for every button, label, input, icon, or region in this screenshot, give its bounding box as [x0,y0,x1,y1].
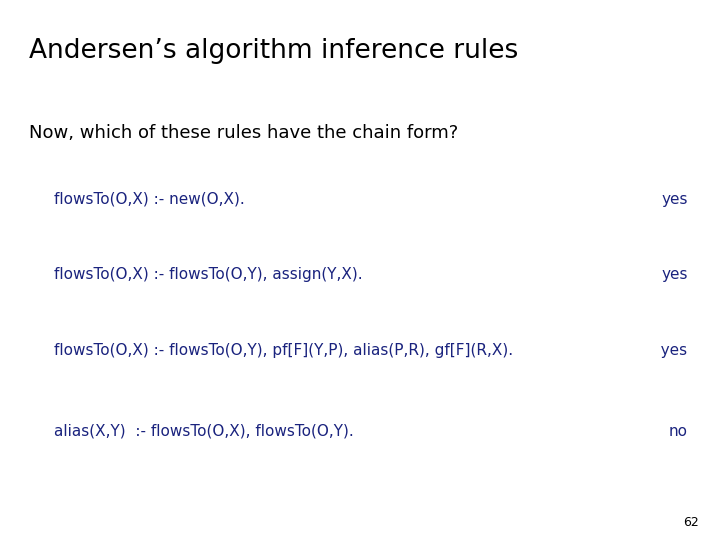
Text: no: no [669,424,688,439]
Text: yes: yes [647,343,688,358]
Text: flowsTo(O,X) :- flowsTo(O,Y), pf[F](Y,P), alias(P,R), gf[F](R,X).: flowsTo(O,X) :- flowsTo(O,Y), pf[F](Y,P)… [54,343,513,358]
Text: Andersen’s algorithm inference rules: Andersen’s algorithm inference rules [29,38,518,64]
Text: yes: yes [661,192,688,207]
Text: yes: yes [661,267,688,282]
Text: Now, which of these rules have the chain form?: Now, which of these rules have the chain… [29,124,458,142]
Text: 62: 62 [683,516,698,529]
Text: alias(X,Y)  :- flowsTo(O,X), flowsTo(O,Y).: alias(X,Y) :- flowsTo(O,X), flowsTo(O,Y)… [54,424,354,439]
Text: flowsTo(O,X) :- flowsTo(O,Y), assign(Y,X).: flowsTo(O,X) :- flowsTo(O,Y), assign(Y,X… [54,267,363,282]
Text: flowsTo(O,X) :- new(O,X).: flowsTo(O,X) :- new(O,X). [54,192,245,207]
